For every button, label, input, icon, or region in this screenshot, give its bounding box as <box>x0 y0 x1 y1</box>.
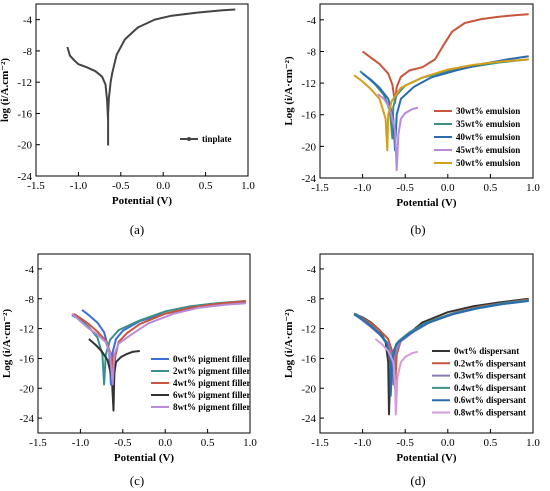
series-line-6wt-pigment-filler <box>88 338 140 412</box>
x-tick-label: 0.0 <box>156 180 170 192</box>
caption-c: (c) <box>130 473 144 488</box>
legend-label: 0.6wt% dispersant <box>454 395 526 405</box>
legend-label: 4wt% pigment filler <box>173 378 250 388</box>
y-tick-label: -12 <box>19 324 34 336</box>
caption-a: (a) <box>130 222 144 237</box>
legend-label: 0wt% dispersant <box>454 346 519 356</box>
y-tick-label: -16 <box>301 110 316 122</box>
x-tick-label: -1.0 <box>70 180 88 192</box>
y-tick-label: -8 <box>307 294 317 306</box>
panel-a: -1.5 -1.0 -0.5 0.0 0.5 1.0 -4 -8 -12 -16 -20 -24 Pot… <box>0 3 255 207</box>
y-axis-title: Log (i/A·cm⁻²) <box>1 309 13 379</box>
panel-b: -1.5 -1.0 -0.5 0.0 0.5 1.0 -4 -8 -12 -16 -20 -24 Pot… <box>283 3 540 209</box>
y-tick-label: -12 <box>17 77 32 89</box>
legend-label: 30wt% emulsion <box>456 106 520 116</box>
legend-label: 2wt% pigment filler <box>173 366 250 376</box>
plot-frame <box>37 253 251 434</box>
series-line-45wt-emulsion <box>377 93 419 172</box>
x-tick-label: 1.0 <box>241 180 255 192</box>
y-tick-label: -4 <box>25 264 35 276</box>
x-tick-label: -1.5 <box>311 182 329 194</box>
y-tick-label: -4 <box>307 264 317 276</box>
series-line-8wt-pigment-filler <box>71 302 246 386</box>
x-tick-label: -0.5 <box>396 437 414 449</box>
legend-label: 0.4wt% dispersant <box>454 383 526 393</box>
plot-frame <box>35 3 249 177</box>
y-tick-label: -8 <box>307 46 317 58</box>
series-line-0-8wt-dispersant <box>374 338 419 416</box>
caption-d: (d) <box>410 473 425 488</box>
legend-label: 45wt% emulsion <box>456 145 520 155</box>
x-tick-label: 0.5 <box>484 437 498 449</box>
legend-label: 6wt% pigment filler <box>173 390 250 400</box>
legend-label: 0wt% pigment filler <box>173 354 250 364</box>
y-tick-label: -12 <box>301 78 316 90</box>
legend-label: 0.2wt% dispersant <box>454 358 526 368</box>
series-line-50wt-emulsion <box>353 58 529 152</box>
x-tick-label: -0.5 <box>114 437 132 449</box>
y-tick-label: -16 <box>19 353 34 365</box>
y-tick-label: -20 <box>17 140 32 152</box>
x-axis-title: Potential (V) <box>396 452 457 464</box>
y-tick-label: -24 <box>19 413 34 425</box>
y-tick-label: -16 <box>301 353 316 365</box>
legend-label: 35wt% emulsion <box>456 119 520 129</box>
y-tick-label: -8 <box>25 294 35 306</box>
y-tick-label: -20 <box>301 141 316 153</box>
x-tick-label: 1.0 <box>526 437 540 449</box>
y-tick-label: -24 <box>301 173 316 185</box>
x-tick-label: -1.0 <box>354 437 372 449</box>
x-tick-label: -1.5 <box>29 437 47 449</box>
x-tick-label: -1.0 <box>72 437 90 449</box>
legend-marker <box>187 137 191 141</box>
x-axis-title: Potential (V) <box>112 195 173 207</box>
x-tick-label: 1.0 <box>243 437 257 449</box>
legend-label: 50wt% emulsion <box>456 158 520 168</box>
y-tick-label: -20 <box>301 383 316 395</box>
legend-label: 0.8wt% dispersant <box>454 408 526 418</box>
y-axis-title: Log (i/A·cm⁻²) <box>283 309 295 379</box>
y-tick-label: -20 <box>19 383 34 395</box>
panel-d: -1.5 -1.0 -0.5 0.0 0.5 1.0 -4 -8 -12 -16 -20 -24 Pot… <box>283 253 540 464</box>
x-tick-label: 0.0 <box>441 182 455 194</box>
series-line-tinplate <box>66 8 236 146</box>
x-axis-title: Potential (V) <box>114 452 175 464</box>
x-tick-label: 0.5 <box>484 182 498 194</box>
y-tick-label: -16 <box>17 108 32 120</box>
legend-label: tinplate <box>202 134 232 144</box>
y-axis-title: Log (i/A·cm⁻²) <box>283 56 295 126</box>
plot-frame <box>319 3 534 179</box>
y-tick-label: -12 <box>301 324 316 336</box>
plot-frame <box>319 253 534 434</box>
panel-c: -1.5 -1.0 -0.5 0.0 0.5 1.0 -4 -8 -12 -16 -20 -24 Pot… <box>1 253 257 464</box>
x-tick-label: 0.0 <box>158 437 172 449</box>
y-tick-label: -4 <box>23 15 33 27</box>
caption-b: (b) <box>410 222 425 237</box>
x-tick-label: -1.0 <box>354 182 372 194</box>
y-tick-label: -24 <box>17 171 32 183</box>
x-axis-title: Potential (V) <box>396 197 457 209</box>
y-axis-title: log (i/A.cm⁻²) <box>0 58 11 122</box>
x-tick-label: 0.5 <box>199 180 213 192</box>
y-tick-label: -24 <box>301 413 316 425</box>
x-tick-label: -1.5 <box>27 180 45 192</box>
x-tick-label: -0.5 <box>396 182 414 194</box>
legend-label: 0.3wt% dispersant <box>454 371 526 381</box>
x-tick-label: -1.5 <box>311 437 329 449</box>
series-line-30wt-emulsion <box>362 13 529 104</box>
y-tick-label: -4 <box>307 15 317 27</box>
legend-label: 40wt% emulsion <box>456 132 520 142</box>
y-tick-label: -8 <box>23 46 33 58</box>
x-tick-label: -0.5 <box>112 180 130 192</box>
legend-label: 8wt% pigment filler <box>173 402 250 412</box>
x-tick-label: 1.0 <box>526 182 540 194</box>
x-tick-label: 0.0 <box>441 437 455 449</box>
series-line-4wt-pigment-filler <box>73 300 246 393</box>
x-tick-label: 0.5 <box>201 437 215 449</box>
